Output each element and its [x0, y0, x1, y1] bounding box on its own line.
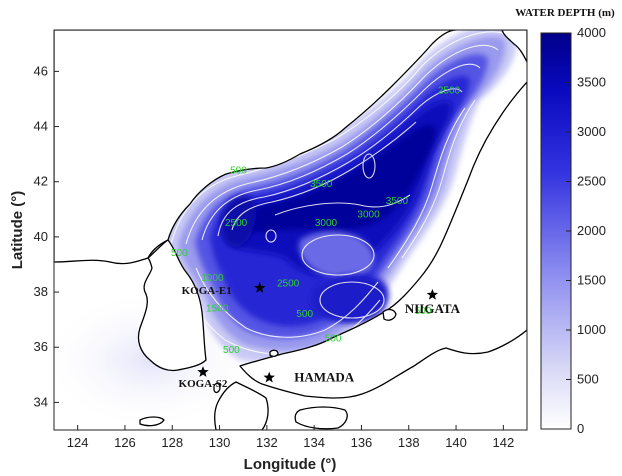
x-tick-label: 132 — [256, 435, 278, 450]
plot-frame — [53, 29, 528, 431]
stations: KOGA-E1 KOGA-S2 HAMADA NIIGATA — [179, 281, 461, 390]
x-tick-label: 138 — [398, 435, 420, 450]
contour-line — [387, 107, 466, 269]
x-axis: 124 126 128 130 132 134 136 138 140 142 — [67, 425, 514, 450]
contour-line — [195, 267, 379, 338]
contour-line — [231, 121, 417, 231]
korean-peninsula — [137, 239, 207, 372]
station-label: KOGA-E1 — [182, 285, 232, 297]
yamato-rise — [298, 231, 374, 279]
x-tick-label: 140 — [445, 435, 467, 450]
contour-label: 3000 — [357, 210, 380, 221]
contour-label: 3500 — [386, 196, 409, 207]
cheju-island — [139, 416, 165, 427]
station-star-icon — [197, 366, 209, 377]
colorbar-tick-label: 1500 — [577, 273, 606, 288]
colorbar-ticks: 0 500 1000 1500 2000 2500 3000 3500 4000 — [566, 25, 606, 436]
contour-label: 3000 — [315, 218, 338, 229]
station-label: HAMADA — [294, 370, 355, 385]
colorbar-tick-label: 3000 — [577, 124, 606, 139]
x-tick-label: 124 — [67, 435, 89, 450]
contour-line — [362, 153, 376, 179]
y-tick-label: 46 — [34, 63, 48, 78]
oki-island — [269, 349, 279, 358]
contour-line — [169, 31, 511, 249]
y-tick-label: 36 — [34, 339, 48, 354]
colorbar-title: WATER DEPTH (m) — [515, 7, 615, 19]
y-tick-label: 42 — [34, 174, 48, 189]
contour-label: 500 — [223, 345, 240, 356]
station-label: KOGA-S2 — [179, 378, 228, 390]
x-tick-label: 130 — [209, 435, 231, 450]
contour-lines — [169, 31, 511, 355]
western-deep — [221, 195, 257, 247]
contour-label: 500 — [230, 165, 247, 176]
contour-label: 3500 — [310, 179, 333, 190]
y-tick-label: 44 — [34, 119, 48, 134]
contour-line — [274, 194, 411, 216]
contour-labels: 500 500 500 500 500 500 1000 1500 2500 2500 2500 30… — [171, 85, 461, 355]
x-tick-label: 134 — [303, 435, 325, 450]
x-tick-label: 126 — [114, 435, 136, 450]
y-tick-label: 38 — [34, 284, 48, 299]
asia-mainland — [54, 30, 457, 265]
contour-line — [185, 44, 499, 245]
x-tick-label: 142 — [492, 435, 514, 450]
colorbar-tick-label: 4000 — [577, 25, 606, 40]
sado-island — [382, 308, 397, 321]
contour-label: 500 — [325, 334, 342, 345]
landmasses — [54, 30, 527, 430]
colorbar-tick-label: 0 — [577, 421, 584, 436]
x-tick-label: 136 — [351, 435, 373, 450]
contour-line — [319, 281, 385, 319]
contour-label: 1500 — [206, 303, 229, 314]
colorbar-tick-label: 3500 — [577, 75, 606, 90]
contour-line — [201, 63, 481, 241]
contour-label: 2500 — [225, 218, 248, 229]
japan-kyushu — [214, 381, 269, 430]
contour-label: 2500 — [277, 279, 300, 290]
japan-honshu — [239, 81, 527, 399]
contour-label: 500 — [296, 309, 313, 320]
japan-hokkaido — [501, 30, 527, 63]
y-tick-label: 40 — [34, 229, 48, 244]
colorbar-tick-label: 1000 — [577, 322, 606, 337]
colorbar-tick-label: 2000 — [577, 223, 606, 238]
colorbar-tick-label: 2500 — [577, 174, 606, 189]
station-star-icon — [426, 288, 439, 300]
x-tick-label: 128 — [161, 435, 183, 450]
bathymetry-layer — [54, 30, 527, 430]
y-tick-label: 34 — [34, 394, 48, 409]
station-star-icon — [263, 371, 275, 383]
colorbar-tick-label: 500 — [577, 372, 599, 387]
station-label: NIIGATA — [405, 301, 461, 316]
tsushima-island — [213, 382, 221, 394]
contour-label: 1000 — [201, 273, 224, 284]
contour-label: 2500 — [438, 85, 461, 96]
contour-line — [217, 88, 463, 237]
contour-line — [401, 99, 476, 259]
japan-shikoku — [294, 406, 348, 430]
contour-line — [265, 229, 277, 243]
y-axis-title: Latitude (°) — [9, 191, 26, 270]
x-axis-title: Longitude (°) — [244, 456, 337, 473]
contour-line — [301, 234, 375, 276]
station-star-icon — [254, 281, 266, 293]
y-axis: 34 36 38 40 42 44 46 — [34, 63, 59, 409]
contour-label: 500 — [415, 306, 432, 317]
contour-label: 500 — [171, 248, 188, 259]
